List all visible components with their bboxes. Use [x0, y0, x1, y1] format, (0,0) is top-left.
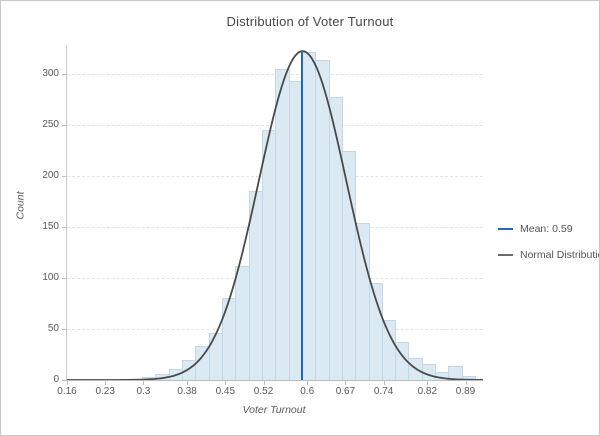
y-tick-mark: [62, 226, 66, 228]
histogram-bar[interactable]: [248, 191, 263, 380]
histogram-bar[interactable]: [301, 52, 317, 380]
plot-area: 0 50 100 150 200 250 300 0.16 0.23 0.3 0.38 0.45 0.5…: [42, 45, 483, 397]
histogram-bar[interactable]: [368, 282, 383, 380]
x-tick-mark: [225, 381, 227, 385]
legend-item-normal-distribution: Normal Distribution: [498, 242, 599, 268]
y-tick-label: 150: [42, 220, 59, 232]
x-tick-label: 0.38: [177, 386, 197, 397]
y-tick-label: 50: [47, 322, 59, 334]
x-tick-mark: [383, 381, 385, 385]
legend-item-mean-label: Mean: 0.59: [520, 223, 573, 235]
histogram-bar[interactable]: [448, 365, 463, 380]
histogram-bar[interactable]: [408, 357, 423, 380]
legend: Mean: 0.59 Normal Distribution: [498, 216, 599, 268]
x-tick-label: 0.74: [373, 386, 394, 397]
histogram-bar[interactable]: [435, 371, 450, 380]
histogram-bar[interactable]: [155, 373, 170, 380]
x-tick-mark: [307, 381, 309, 385]
x-axis-title: Voter Turnout: [242, 404, 306, 416]
histogram-bar[interactable]: [235, 265, 250, 380]
mean-line-swatch: [498, 228, 513, 230]
histogram-bar[interactable]: [461, 375, 477, 380]
histogram-bar[interactable]: [195, 346, 210, 380]
y-tick-mark: [62, 124, 66, 126]
histogram-bar[interactable]: [182, 359, 197, 380]
histogram-bar[interactable]: [261, 129, 277, 380]
chart-title: Distribution of Voter Turnout: [226, 14, 394, 29]
mean-line: [300, 51, 303, 380]
x-tick-label: 0.23: [95, 386, 115, 397]
histogram-bar[interactable]: [221, 298, 237, 380]
y-tick-label: 300: [42, 67, 59, 79]
x-tick-mark: [465, 381, 467, 385]
x-tick-mark: [187, 381, 189, 385]
histogram-bar[interactable]: [328, 97, 343, 380]
x-tick-mark: [67, 381, 68, 385]
y-tick-mark: [62, 277, 66, 279]
y-tick-label: 0: [53, 374, 59, 385]
histogram-bar[interactable]: [421, 363, 437, 380]
x-tick-label: 0.67: [335, 386, 356, 397]
x-tick-mark: [105, 381, 107, 385]
y-tick-label: 250: [42, 118, 59, 130]
y-tick-mark: [62, 328, 66, 330]
x-tick-label: 0.52: [253, 386, 274, 397]
x-tick-label: 0.16: [57, 386, 77, 397]
histogram-bar[interactable]: [355, 222, 370, 380]
histogram-bar[interactable]: [315, 60, 330, 380]
x-tick-label: 0.89: [455, 386, 476, 397]
histogram-bar[interactable]: [208, 333, 223, 380]
y-tick-label: 200: [42, 169, 59, 181]
x-tick-mark: [263, 381, 265, 385]
histogram-bar[interactable]: [142, 376, 157, 380]
legend-item-mean: Mean: 0.59: [498, 216, 599, 242]
x-tick-label: 0.82: [417, 386, 438, 397]
histogram-bar[interactable]: [275, 68, 290, 380]
x-tick-mark: [427, 381, 429, 385]
y-tick-mark: [62, 380, 66, 381]
histogram-bar[interactable]: [341, 151, 357, 380]
histogram-bar[interactable]: [395, 342, 410, 380]
histogram-bar[interactable]: [381, 319, 397, 380]
y-tick-label: 100: [42, 271, 59, 283]
y-tick-mark: [62, 73, 66, 75]
y-tick-mark: [62, 175, 66, 177]
y-axis-title: Count: [14, 191, 27, 220]
x-tick-label: 0.6: [300, 386, 315, 397]
histogram-bar[interactable]: [168, 368, 184, 380]
x-tick-mark: [345, 381, 347, 385]
legend-item-normal-distribution-label: Normal Distribution: [520, 249, 599, 261]
normal-distribution-swatch: [498, 254, 513, 256]
x-tick-label: 0.3: [136, 386, 151, 397]
x-tick-mark: [143, 381, 145, 385]
x-tick-label: 0.45: [215, 386, 236, 397]
